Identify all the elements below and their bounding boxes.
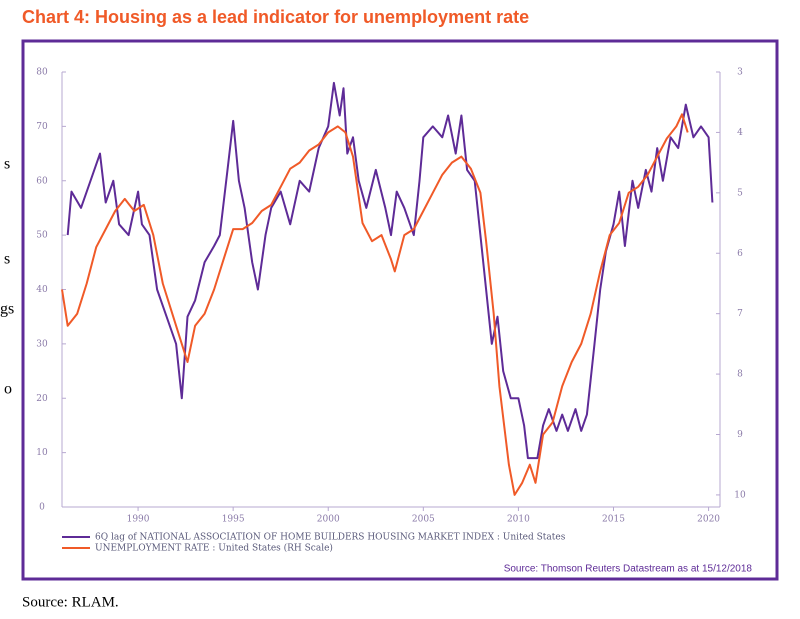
y-tick-label: 0	[39, 503, 45, 513]
title: Chart 4: Housing as a lead indicator for…	[22, 7, 529, 27]
x-tick-label: 2000	[317, 515, 340, 525]
x-tick-label: 2015	[602, 515, 625, 525]
y2-tick-label: 3	[737, 68, 743, 78]
y-tick-label: 20	[36, 394, 48, 404]
y-tick-label: 10	[36, 448, 48, 458]
side-fragment: o	[4, 381, 12, 398]
chart-source: Source: Thomson Reuters Datastream as at…	[504, 564, 753, 575]
x-tick-label: 2010	[507, 515, 530, 525]
x-tick-label: 2020	[697, 515, 720, 525]
y2-tick-label: 7	[737, 309, 743, 319]
footer: Source: RLAM.	[22, 594, 119, 610]
x-tick-label: 1995	[222, 515, 245, 525]
y-tick-label: 80	[36, 68, 48, 78]
side-fragment: s	[4, 156, 10, 173]
y2-tick-label: 9	[737, 430, 743, 440]
side-fragment: s	[4, 251, 10, 268]
series-line	[61, 113, 689, 496]
x-tick-label: 2005	[412, 515, 435, 525]
x-tick-label: 1990	[127, 515, 150, 525]
legend-label: UNEMPLOYMENT RATE : United States (RH Sc…	[95, 543, 333, 554]
y-tick-label: 40	[36, 285, 48, 295]
y-tick-label: 60	[36, 176, 48, 186]
y2-tick-label: 5	[737, 188, 743, 198]
chart-frame	[21, 39, 779, 581]
y2-tick-label: 4	[737, 128, 743, 138]
y-tick-label: 50	[36, 231, 48, 241]
y2-tick-label: 10	[734, 490, 746, 500]
y2-tick-label: 8	[737, 370, 743, 380]
side-fragment: gs	[0, 301, 14, 318]
y-tick-label: 70	[36, 122, 48, 132]
y2-tick-label: 6	[737, 249, 743, 259]
y-tick-label: 30	[36, 339, 48, 349]
series-line	[66, 81, 714, 460]
legend-label: 6Q lag of NATIONAL ASSOCIATION OF HOME B…	[95, 533, 566, 543]
